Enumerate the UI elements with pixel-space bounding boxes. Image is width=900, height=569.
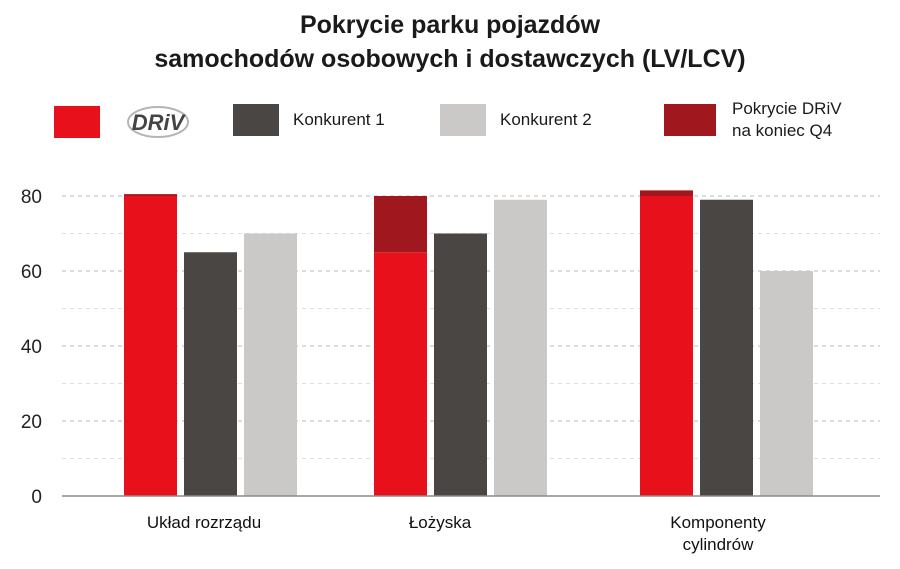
bars — [124, 190, 813, 496]
y-tick-label: 0 — [31, 487, 42, 508]
driv-logo-text: DRiV — [132, 110, 187, 135]
legend-label-q4-line-2: na koniec Q4 — [732, 121, 833, 140]
y-tick-label: 60 — [21, 262, 42, 283]
legend-swatch-konkurent-2 — [440, 104, 486, 136]
category-labels: Układ rozrządu Łożyska Komponenty cylindrów — [147, 513, 766, 554]
category-label: Komponenty cylindrów — [670, 513, 766, 554]
chart-title-line-1: Pokrycie parku pojazdów — [299, 11, 601, 39]
chart-title-line-2: samochodów osobowych i dostawczych (LV/L… — [154, 45, 746, 73]
legend-swatch-q4 — [664, 104, 716, 136]
legend-label-konkurent-1: Konkurent 1 — [293, 110, 385, 129]
legend-item-q4: Pokrycie DRiV na koniec Q4 — [664, 98, 842, 142]
bar-q4-coverage — [124, 194, 177, 196]
category-label: Układ rozrządu — [147, 513, 261, 532]
legend-item-driv: DRiV — [54, 104, 206, 140]
bar-konkurent-1 — [184, 252, 237, 496]
bar-q4-coverage — [374, 196, 427, 253]
legend-label-konkurent-2: Konkurent 2 — [500, 110, 592, 129]
legend-item-konkurent-2: Konkurent 2 — [440, 104, 592, 136]
legend-item-konkurent-1: Konkurent 1 — [233, 104, 385, 136]
category-label: Łożyska — [409, 513, 472, 532]
category-label-line: Układ rozrządu — [147, 513, 261, 532]
bar-konkurent-2 — [494, 199, 547, 496]
chart-title: Pokrycie parku pojazdów samochodów osobo… — [0, 8, 900, 76]
legend-swatch-driv — [54, 106, 100, 138]
legend-label-q4-line-1: Pokrycie DRiV — [732, 99, 842, 118]
legend-label-q4: Pokrycie DRiV na koniec Q4 — [732, 98, 842, 142]
y-tick-label: 40 — [21, 337, 42, 358]
driv-logo-icon: DRiV — [127, 106, 189, 138]
bar-driv — [374, 252, 427, 496]
bar-konkurent-1 — [700, 199, 753, 496]
y-axis-ticks: 0 20 40 60 80 — [21, 187, 42, 508]
y-tick-label: 20 — [21, 412, 42, 433]
bar-konkurent-2 — [760, 271, 813, 496]
bar-q4-coverage — [640, 190, 693, 196]
bar-konkurent-1 — [434, 233, 487, 496]
category-label-line: Łożyska — [409, 513, 472, 532]
y-tick-label: 80 — [21, 187, 42, 208]
bar-konkurent-2 — [244, 233, 297, 496]
legend-swatch-konkurent-1 — [233, 104, 279, 136]
bar-driv — [640, 196, 693, 496]
category-label-line: cylindrów — [683, 535, 755, 554]
category-label-line: Komponenty — [670, 513, 766, 532]
bar-driv — [124, 196, 177, 496]
